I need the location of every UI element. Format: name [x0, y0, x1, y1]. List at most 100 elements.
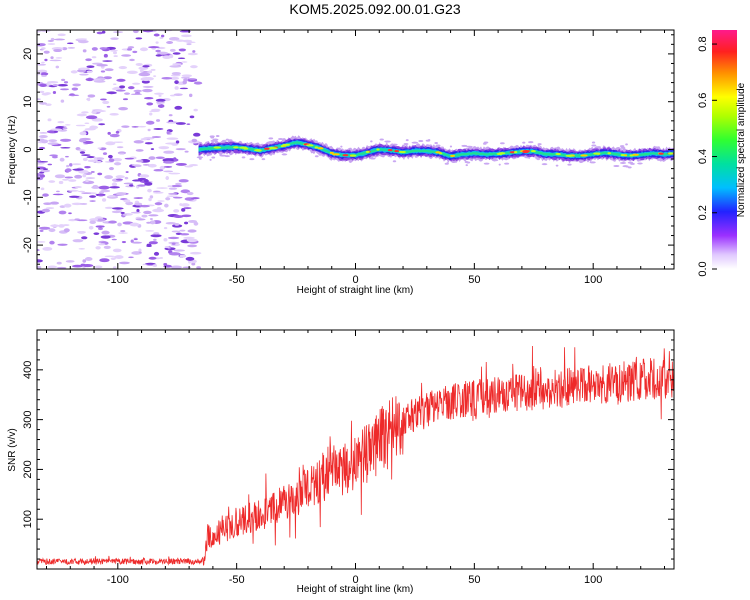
ridge-speck: [504, 162, 510, 165]
noise-blob: [48, 180, 56, 183]
noise-blob: [107, 195, 116, 198]
noise-blob: [121, 240, 127, 244]
snr-y-axis: 100 200 300 400: [22, 339, 674, 560]
noise-blob: [149, 220, 156, 225]
noise-blob: [139, 47, 149, 52]
noise-blob: [102, 60, 113, 62]
noise-blob: [114, 255, 124, 259]
noise-blob: [106, 105, 111, 108]
noise-blob: [49, 201, 60, 205]
noise-blob: [155, 119, 161, 122]
page-title: KOM5.2025.092.00.01.G23: [289, 1, 461, 17]
noise-blob: [157, 200, 165, 202]
noise-blob: [98, 123, 106, 126]
noise-blob: [138, 248, 142, 253]
ridge-speck: [314, 155, 319, 158]
noise-blob: [39, 83, 47, 88]
noise-blob: [157, 104, 165, 108]
noise-blob: [41, 74, 47, 77]
noise-blob: [63, 203, 72, 208]
noise-blob: [118, 107, 128, 111]
noise-blob: [45, 103, 52, 106]
noise-blob: [74, 174, 83, 179]
noise-blob: [69, 163, 73, 167]
noise-blob: [95, 246, 101, 250]
noise-blob: [89, 195, 96, 198]
noise-blob: [160, 34, 165, 38]
noise-blob: [156, 206, 162, 210]
noise-blob: [81, 111, 89, 114]
noise-blob: [152, 191, 164, 194]
noise-blob: [105, 141, 116, 146]
noise-blob: [101, 30, 106, 34]
noise-blob: [113, 162, 122, 166]
noise-blob: [192, 50, 196, 53]
noise-blob: [84, 165, 91, 169]
noise-blob: [153, 251, 160, 256]
noise-blob: [165, 197, 171, 201]
noise-blob: [168, 192, 178, 195]
ridge-speck: [241, 156, 246, 159]
ridge-peak: [342, 154, 349, 157]
noise-blob: [75, 147, 81, 151]
noise-blob: [181, 207, 186, 212]
ridge-speck: [282, 153, 286, 156]
noise-blob: [133, 238, 138, 240]
noise-blob: [74, 218, 80, 221]
noise-blob: [115, 192, 127, 196]
noise-blob: [65, 260, 75, 263]
noise-blob: [63, 81, 69, 84]
noise-blob: [56, 266, 67, 269]
noise-blob: [110, 37, 119, 40]
noise-blob: [152, 264, 158, 267]
ridge-peak: [668, 152, 674, 155]
noise-blob: [190, 65, 198, 69]
noise-blob: [140, 77, 152, 82]
noise-blob: [166, 130, 170, 135]
ridge-speck: [522, 141, 526, 144]
noise-blob: [66, 42, 74, 45]
ridge-speck: [620, 146, 626, 149]
noise-blob: [133, 30, 139, 34]
noise-blob: [134, 164, 142, 168]
ridge-speck: [411, 141, 419, 144]
y-tick-label: 100: [22, 510, 34, 528]
noise-blob: [133, 197, 143, 199]
noise-blob: [47, 39, 54, 42]
noise-blob: [147, 163, 157, 168]
noise-blob: [181, 214, 192, 218]
noise-blob: [110, 257, 116, 260]
noise-blob: [84, 257, 93, 261]
noise-blob: [115, 89, 126, 92]
noise-blob: [172, 63, 182, 66]
noise-blob: [93, 80, 106, 83]
noise-blob: [149, 110, 160, 113]
snr-y-label: SNR (v/v): [7, 428, 18, 471]
noise-blob: [121, 125, 130, 128]
ridge-speck: [555, 164, 559, 167]
noise-blob: [46, 207, 55, 210]
ridge-speck: [370, 140, 373, 143]
noise-blob: [96, 64, 108, 67]
noise-blob: [112, 51, 118, 55]
noise-blob: [55, 57, 63, 59]
noise-blob: [165, 176, 169, 180]
noise-blob: [152, 190, 161, 193]
noise-blob: [148, 197, 152, 202]
noise-blob: [189, 115, 195, 119]
noise-blob: [39, 229, 44, 232]
noise-blob: [121, 54, 132, 57]
noise-blob: [38, 226, 51, 230]
noise-blob: [145, 230, 155, 232]
noise-blob: [135, 159, 144, 163]
noise-blob: [52, 84, 59, 87]
ridge-peak: [213, 146, 222, 149]
x-tick-label: 0: [352, 574, 358, 586]
noise-blob: [193, 108, 198, 112]
noise-blob: [186, 191, 194, 196]
noise-blob: [182, 266, 192, 269]
noise-blob: [50, 56, 54, 60]
ridge-speck: [196, 156, 204, 159]
noise-blob: [55, 65, 60, 69]
